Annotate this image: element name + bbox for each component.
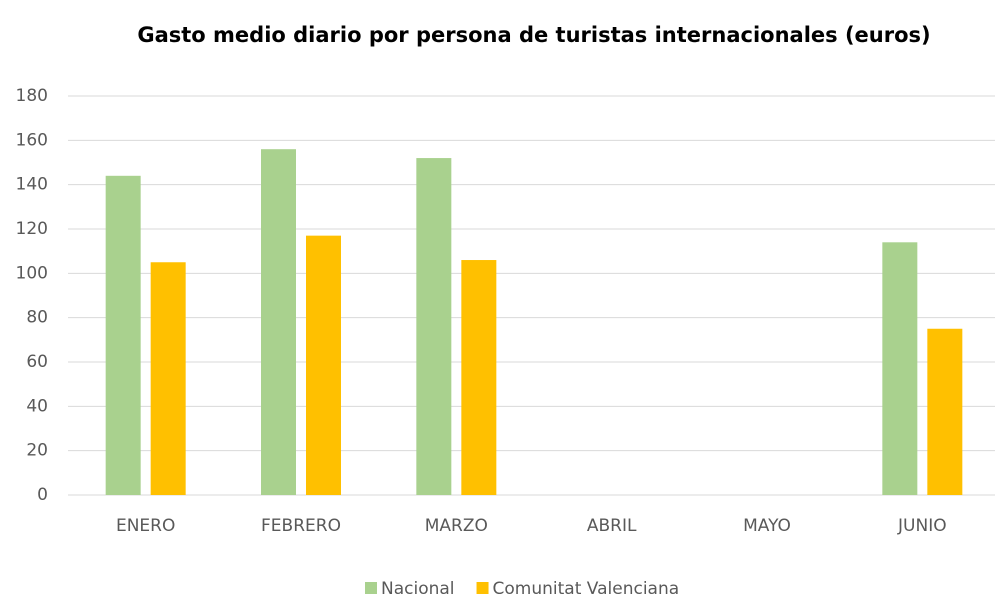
x-tick-label: JUNIO: [897, 516, 947, 536]
bar: [882, 242, 918, 495]
bar: [261, 149, 296, 495]
x-tick-label: FEBRERO: [261, 516, 341, 536]
y-tick-label: 40: [26, 396, 48, 416]
y-tick-label: 140: [16, 175, 48, 195]
y-tick-label: 60: [26, 352, 48, 372]
bar: [461, 260, 497, 495]
x-tick-label: ABRIL: [587, 516, 637, 536]
x-tick-label: MARZO: [425, 516, 488, 536]
bar: [416, 158, 452, 496]
bar: [306, 235, 341, 495]
legend-swatch: [476, 582, 489, 594]
y-tick-label: 100: [16, 263, 48, 283]
x-tick-label: ENERO: [116, 516, 175, 536]
y-tick-label: 0: [37, 485, 48, 505]
bar: [105, 175, 141, 496]
legend-label: Comunitat Valenciana: [493, 579, 680, 599]
y-tick-label: 160: [16, 130, 48, 150]
x-tick-label: MAYO: [743, 516, 791, 536]
bar: [927, 328, 963, 495]
legend-label: Nacional: [381, 579, 455, 599]
legend-swatch: [365, 582, 377, 594]
y-tick-label: 180: [16, 86, 48, 106]
chart-title: Gasto medio diario por persona de turist…: [137, 23, 930, 47]
y-tick-label: 20: [26, 441, 48, 461]
y-tick-label: 120: [16, 219, 48, 239]
bar: [150, 262, 186, 495]
y-tick-label: 80: [26, 308, 48, 328]
